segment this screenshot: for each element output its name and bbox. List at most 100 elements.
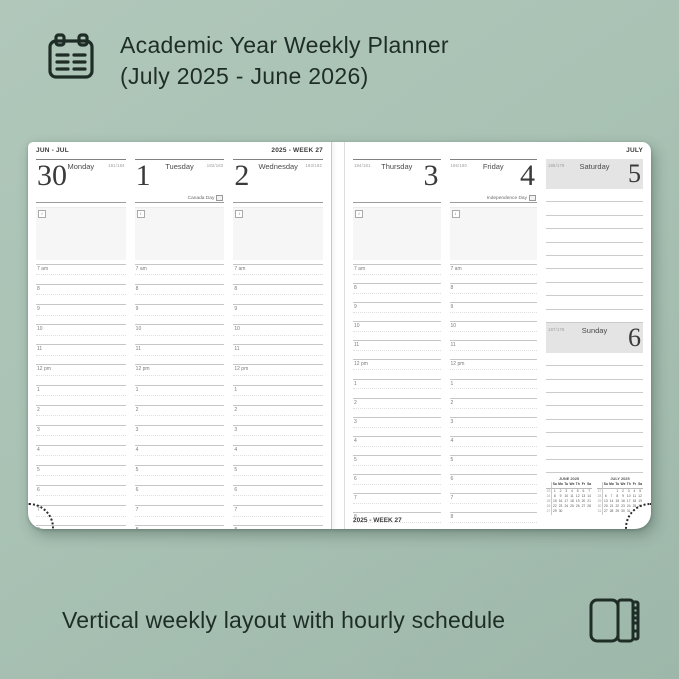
hour-label: 1 [450, 380, 454, 387]
header: Academic Year Weekly Planner (July 2025 … [44, 30, 449, 92]
notes-box: i [36, 207, 126, 260]
holiday-label: Independence Day [487, 195, 536, 201]
ruled-line [546, 243, 643, 256]
hour-row: 2 [233, 404, 324, 425]
day-column-friday: 4 Friday 185/180 Independence Day i 7 am… [449, 159, 537, 529]
day-of-year: 184/181 [354, 163, 371, 168]
ruled-line [546, 460, 643, 474]
info-icon: i [136, 210, 145, 218]
hour-row: 8 [134, 525, 225, 529]
day-header: 30 Monday 181/184 [36, 159, 126, 203]
day-number: 2 [234, 159, 250, 192]
hour-row: 10 [36, 324, 126, 344]
hour-row: 7 am [449, 264, 537, 283]
hour-label: 8 [233, 526, 323, 529]
hour-row: 2 [353, 397, 441, 417]
day-of-year: 181/184 [108, 163, 125, 168]
ruled-lines [546, 353, 643, 474]
hour-label: 6 [234, 487, 238, 494]
hour-label: 12 pm [135, 366, 150, 373]
title-line-1: Academic Year Weekly Planner [120, 32, 449, 58]
hour-row: 10 [134, 324, 225, 344]
hour-label: 10 [354, 323, 360, 330]
hour-label: 4 [234, 446, 238, 453]
planner-right-page: JULY 3 Thursday 184/181 i 7 am 8 9 10 11 12 p… [345, 142, 651, 529]
hour-label: 5 [450, 456, 454, 463]
hour-row: 11 [233, 344, 324, 364]
hour-label: 7 am [450, 266, 462, 272]
hour-label: 4 [450, 437, 454, 444]
hour-label: 1 [37, 386, 40, 393]
hour-row: 3 [233, 424, 324, 445]
day-of-year: 182/183 [206, 163, 224, 168]
hour-row: 10 [353, 321, 441, 340]
weekend-column: 186/179 Saturday 5 187/178 Sunday 6 JUNE 2025 S… [546, 159, 643, 529]
ruled-line [546, 310, 643, 323]
mini-calendar: JUNE 2025 Su Mo Tu We Th Fr Sa 23 1 2 3 4 5 6 7 24 8 9 10 11… [546, 476, 592, 515]
hour-label: 5 [135, 466, 139, 473]
hour-row: 8 [233, 284, 324, 304]
hour-label: 6 [37, 487, 40, 494]
hour-row: 8 [353, 283, 441, 302]
hour-label: 10 [37, 326, 43, 333]
hour-row: 12 pm [449, 359, 537, 378]
day-name: Saturday [579, 162, 610, 171]
ruled-line [546, 216, 643, 230]
hour-row: 11 [134, 344, 225, 364]
hour-label: 9 [450, 304, 454, 311]
day-name: Monday [67, 162, 95, 171]
hour-label: 9 [234, 306, 238, 313]
hour-row: 10 [233, 324, 324, 344]
hour-grid: 7 am 8 9 10 11 12 pm 1 2 3 4 5 6 7 8 [233, 264, 324, 529]
ruled-line [546, 353, 643, 367]
hour-label: 4 [354, 437, 357, 444]
mini-calendar-grid: Su Mo Tu We Th Fr Sa 27 1 2 3 4 5 28 6 7 8 9 10 11 12 29 13 14 1… [597, 482, 643, 515]
hour-row: 7 am [36, 264, 126, 284]
hour-row: 1 [36, 384, 126, 405]
week-number-label-bottom: 2025 - WEEK 27 [353, 517, 402, 524]
hour-row: 7 am [353, 264, 441, 283]
info-icon: i [235, 210, 244, 218]
day-column-monday: 30 Monday 181/184 i 7 am 8 9 10 11 12 pm 1 2 3 4 5… [36, 159, 126, 529]
hour-label: 8 [234, 286, 238, 293]
hour-row: 4 [134, 444, 225, 465]
hour-row: 6 [233, 485, 324, 505]
hour-row: 5 [36, 464, 126, 485]
hour-label: 7 am [354, 266, 366, 272]
hour-row: 11 [36, 344, 126, 364]
hour-row: 8 [449, 512, 537, 529]
month-range-label: JUN - JUL [36, 147, 69, 154]
hour-row: 9 [36, 304, 126, 324]
mini-calendars: JUNE 2025 Su Mo Tu We Th Fr Sa 23 1 2 3 4 5 6 7 24 8 9 10 11… [546, 476, 643, 515]
ruled-lines [546, 189, 643, 323]
ruled-line [546, 283, 643, 297]
hour-row: 3 [449, 416, 537, 436]
notes-box: i [449, 207, 537, 260]
planner-left-page: JUN - JUL 2025 - WEEK 27 30 Monday 181/1… [28, 142, 332, 529]
notes-box: i [353, 207, 441, 260]
hour-row: 7 [134, 505, 225, 525]
month-label: JULY [626, 147, 643, 154]
hour-label: 1 [135, 386, 139, 393]
ruled-line [546, 189, 643, 203]
hour-row: 8 [449, 283, 537, 302]
open-planner-icon [589, 598, 640, 643]
hour-label: 12 pm [354, 361, 368, 368]
hour-row: 3 [353, 416, 441, 436]
hour-label: 1 [234, 386, 238, 393]
hour-label: 8 [450, 514, 454, 521]
hour-label: 9 [135, 306, 139, 313]
hour-label: 7 am [234, 266, 246, 272]
hour-label: 8 [135, 526, 225, 529]
hour-label: 12 pm [450, 361, 465, 368]
flag-icon [216, 195, 224, 201]
ruled-line [546, 406, 643, 420]
hour-row: 12 pm [36, 364, 126, 384]
hour-label: 3 [234, 426, 238, 433]
day-header: 1 Tuesday 182/183 Canada Day [134, 159, 225, 203]
hour-label: 10 [135, 326, 142, 333]
hour-row: 2 [134, 404, 225, 425]
hour-label: 8 [450, 285, 454, 292]
hour-row: 10 [449, 321, 537, 340]
